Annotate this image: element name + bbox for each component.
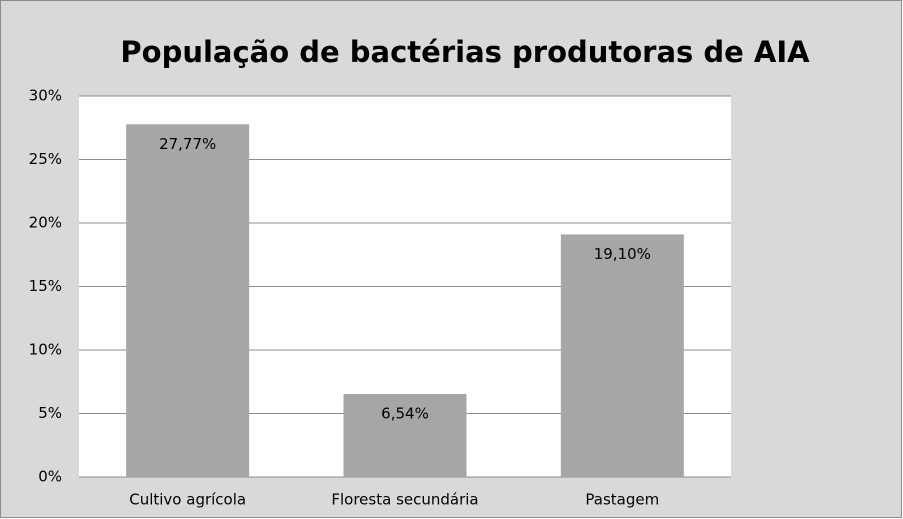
y-tick-label: 30% xyxy=(29,87,62,105)
data-label: 19,10% xyxy=(594,245,651,263)
y-tick-label: 20% xyxy=(29,214,62,232)
bar xyxy=(126,124,250,478)
x-tick-label: Pastagem xyxy=(585,491,659,509)
y-tick-label: 10% xyxy=(29,341,62,359)
data-label: 6,54% xyxy=(381,404,429,422)
x-tick-label: Cultivo agrícola xyxy=(129,491,246,509)
data-label: 27,77% xyxy=(159,135,216,153)
y-tick-label: 5% xyxy=(38,404,62,422)
y-tick-label: 15% xyxy=(29,277,62,295)
bar xyxy=(343,393,467,477)
y-tick-label: 25% xyxy=(29,150,62,168)
bar xyxy=(560,234,684,477)
x-tick-label: Floresta secundária xyxy=(331,491,478,509)
y-tick-label: 0% xyxy=(38,468,62,486)
chart-title: População de bactérias produtoras de AIA xyxy=(120,35,810,69)
